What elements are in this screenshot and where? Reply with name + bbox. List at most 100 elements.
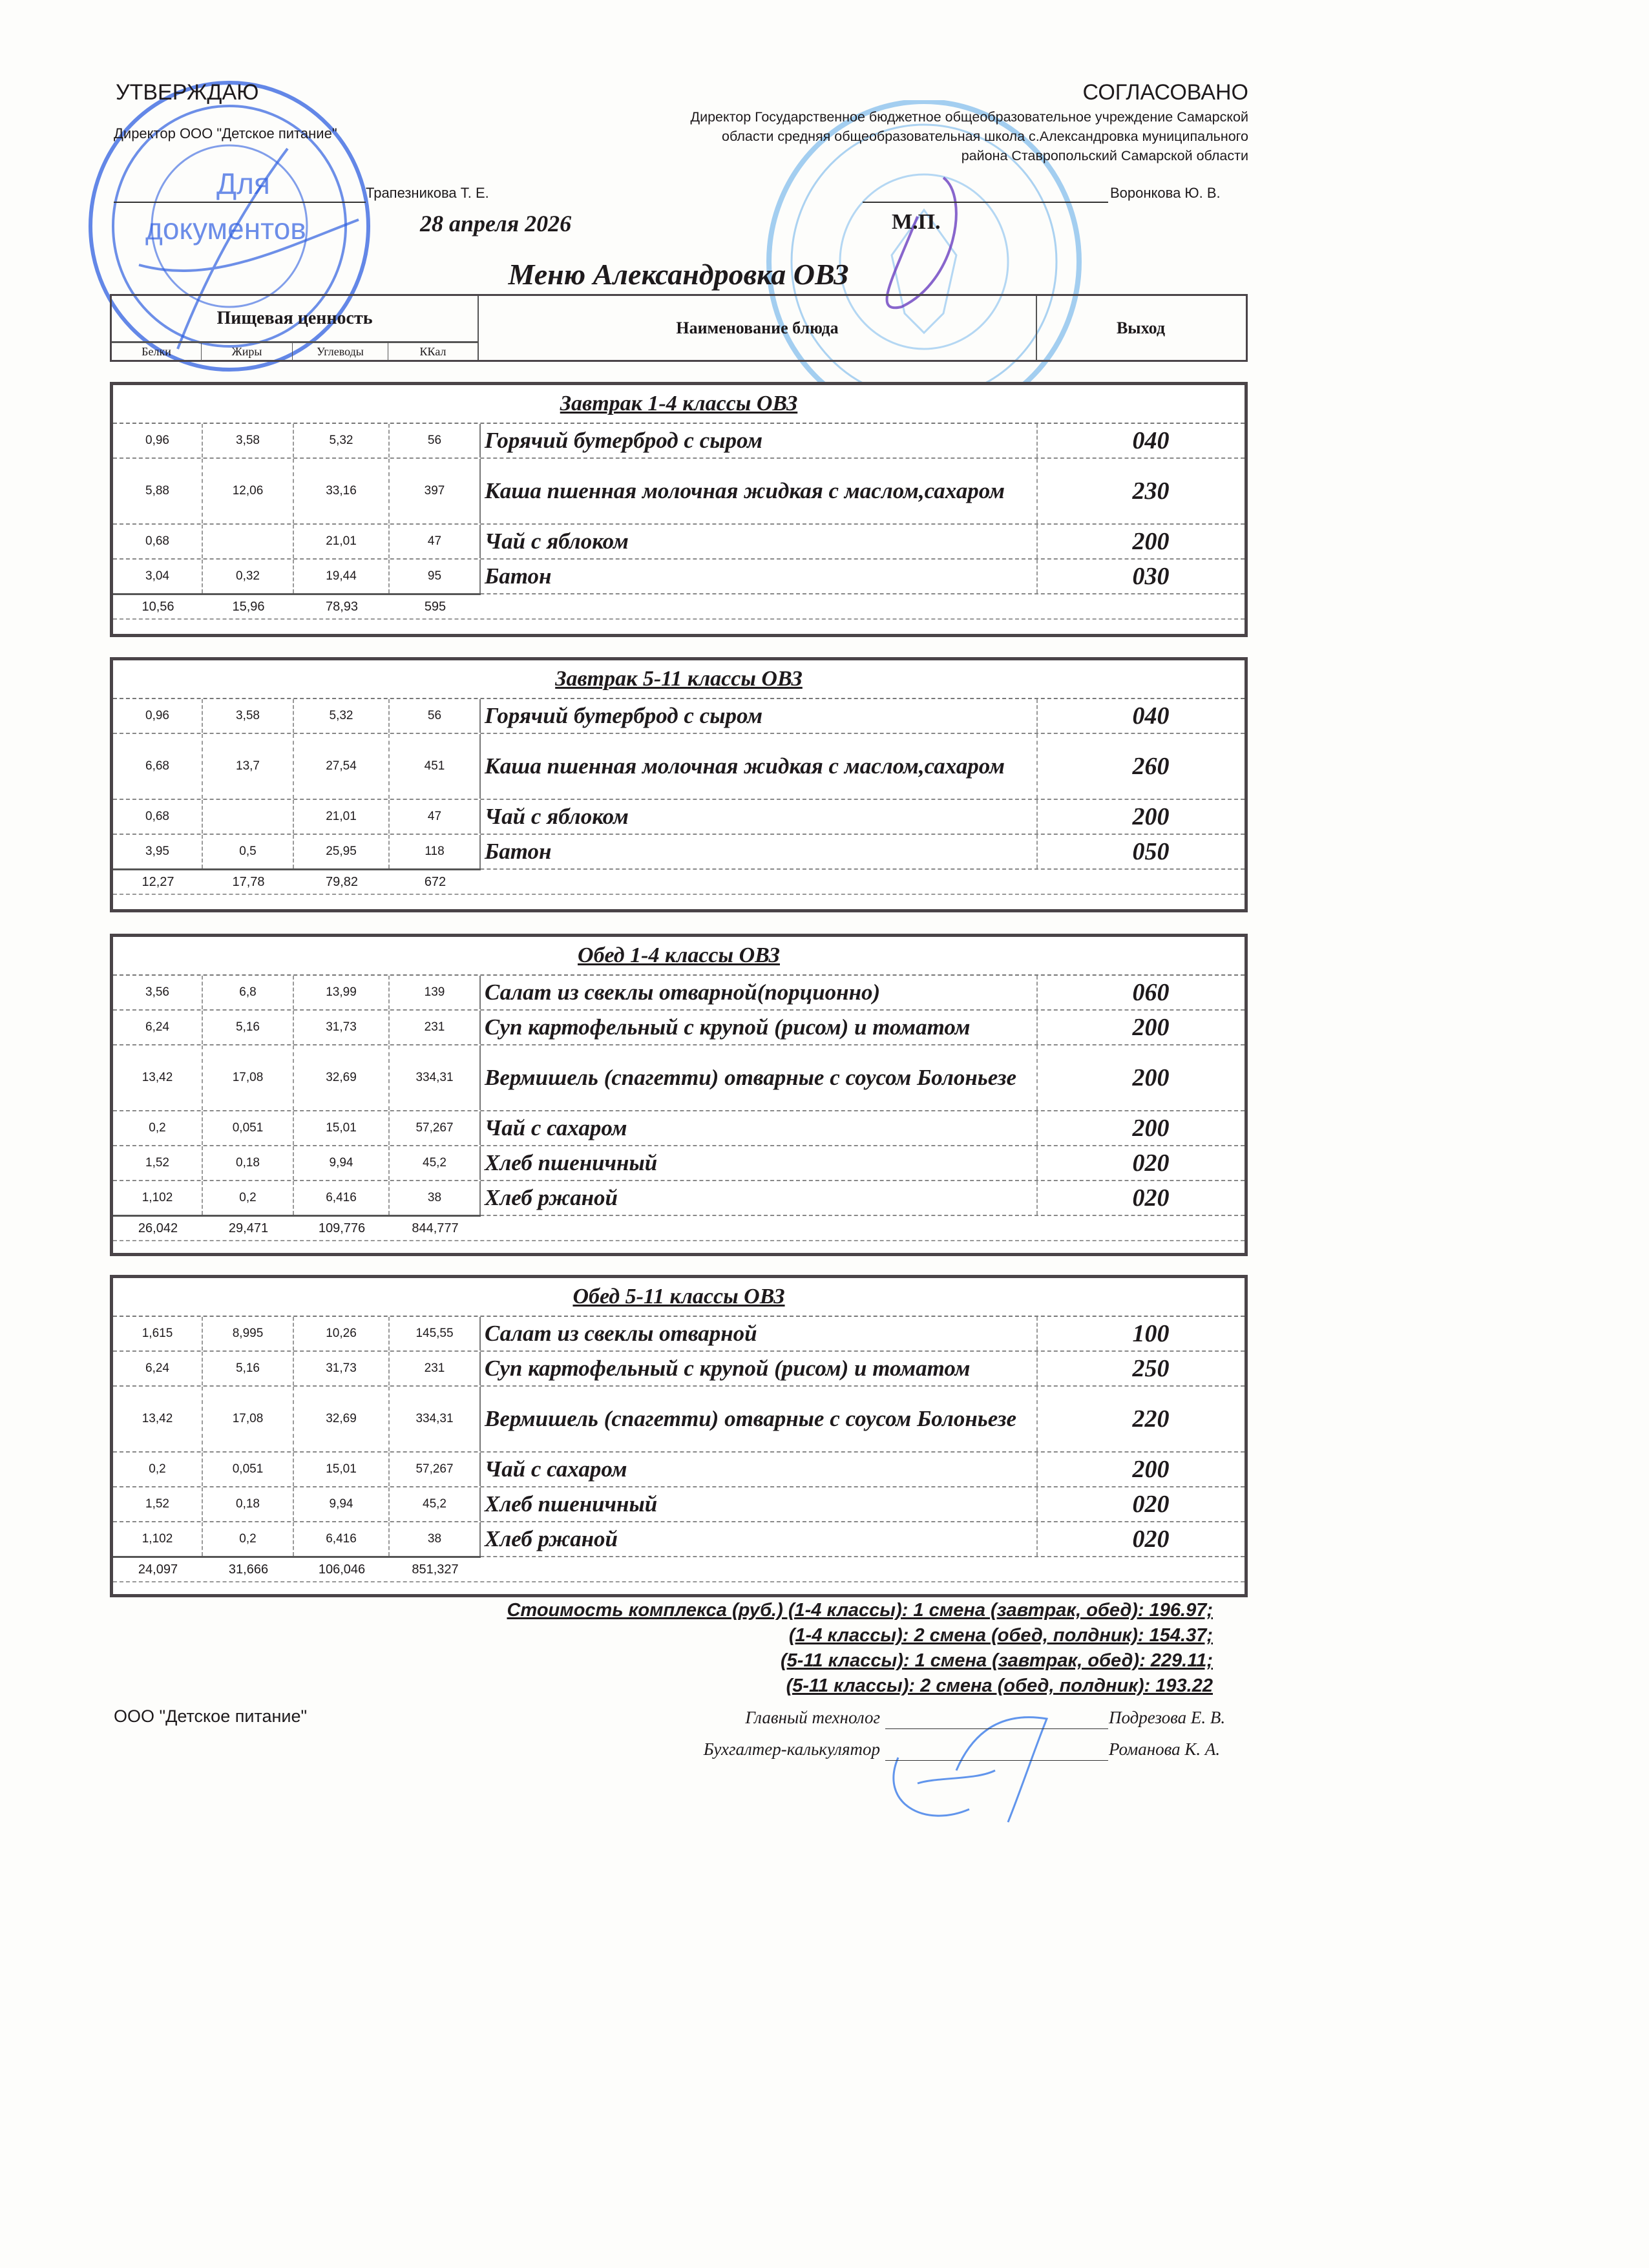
yield-cell: 100 (1132, 1320, 1170, 1347)
header-kcal: ККал (419, 344, 446, 358)
table-row: 1,102 0,2 6,416 38 Хлеб ржаной 020 (113, 1181, 1245, 1216)
table-row: 3,56 6,8 13,99 139 Салат из свеклы отварной(… (113, 976, 1245, 1011)
section-title-text: Завтрак 5-11 классы ОВЗ (555, 667, 803, 691)
carbs-cell: 32,69 (294, 1387, 390, 1451)
header-yield: Выход (1116, 318, 1166, 337)
technologist-label: Главный технолог (745, 1708, 880, 1727)
column-header-table: Пищевая ценность Белки Жиры Углеводы ККа… (110, 294, 1248, 362)
carbs-cell: 9,94 (294, 1146, 390, 1180)
table-row: 5,88 12,06 33,16 397 Каша пшенная молочная ж… (113, 459, 1245, 525)
table-row: 1,52 0,18 9,94 45,2 Хлеб пшеничный 020 (113, 1487, 1245, 1522)
fats-cell: 6,8 (203, 976, 294, 1009)
table-row: 6,24 5,16 31,73 231 Суп картофельный с крупо… (113, 1352, 1245, 1387)
carbs-cell: 21,01 (294, 525, 390, 558)
footer-organization: ООО "Детское питание" (114, 1706, 308, 1726)
dish-name-cell: Вермишель (спагетти) отварные с соусом Б… (481, 1387, 1038, 1451)
kcal-cell: 47 (390, 800, 481, 834)
total-carbs: 106,046 (318, 1562, 366, 1577)
fats-cell: 8,995 (203, 1317, 294, 1350)
carbs-cell: 13,99 (294, 976, 390, 1009)
table-row: 0,96 3,58 5,32 56 Горячий бутерброд с сыром 0… (113, 699, 1245, 734)
accountant-name: Романова К. А. (1109, 1739, 1221, 1759)
agree-heading: СОГЛАСОВАНО (1082, 80, 1248, 105)
proteins-cell: 3,04 (113, 560, 203, 593)
dish-name-cell: Хлеб ржаной (481, 1522, 1038, 1556)
fats-cell: 0,2 (203, 1522, 294, 1556)
proteins-cell: 0,2 (113, 1453, 203, 1486)
totals-divider (113, 593, 481, 595)
totals-divider (113, 1556, 481, 1558)
total-carbs: 109,776 (318, 1221, 366, 1235)
fats-cell: 3,58 (203, 699, 294, 733)
dish-name-cell: Батон (481, 560, 1038, 593)
kcal-cell: 334,31 (390, 1045, 481, 1110)
totals-divider (113, 868, 481, 870)
carbs-cell: 19,44 (294, 560, 390, 593)
proteins-cell: 3,56 (113, 976, 203, 1009)
dish-name-cell: Чай с сахаром (481, 1453, 1038, 1486)
yield-cell: 030 (1132, 563, 1170, 590)
agree-signature-line (863, 202, 1108, 203)
section-title: Обед 1-4 классы ОВЗ (113, 937, 1245, 976)
dish-name-cell: Каша пшенная молочная жидкая с маслом,са… (481, 459, 1038, 523)
total-kcal: 851,327 (412, 1562, 459, 1577)
svg-text:документов: документов (145, 212, 306, 246)
fats-cell: 0,5 (203, 835, 294, 868)
totals-row: 24,097 31,666 106,046 851,327 (113, 1558, 1245, 1581)
totals-row: 12,27 17,78 79,82 672 (113, 870, 1245, 894)
kcal-cell: 38 (390, 1181, 481, 1215)
fats-cell: 0,2 (203, 1181, 294, 1215)
approve-heading: УТВЕРЖДАЮ (116, 80, 259, 105)
section-title: Завтрак 1-4 классы ОВЗ (113, 385, 1245, 424)
dish-name-cell: Чай с яблоком (481, 800, 1038, 834)
yield-cell: 050 (1132, 838, 1170, 865)
yield-cell: 020 (1132, 1491, 1170, 1518)
kcal-cell: 95 (390, 560, 481, 593)
total-proteins: 26,042 (138, 1221, 178, 1235)
accountant-label: Бухгалтер-калькулятор (703, 1739, 880, 1759)
table-row: 3,04 0,32 19,44 95 Батон 030 (113, 560, 1245, 594)
yield-cell: 020 (1132, 1184, 1170, 1212)
total-carbs: 78,93 (325, 599, 359, 614)
total-fats: 15,96 (232, 599, 265, 614)
section-title-text: Обед 1-4 классы ОВЗ (578, 943, 780, 967)
proteins-cell: 0,68 (113, 525, 203, 558)
dish-name-cell: Горячий бутерброд с сыром (481, 424, 1038, 457)
table-row: 0,2 0,051 15,01 57,267 Чай с сахаром 200 (113, 1453, 1245, 1487)
yield-cell: 200 (1132, 528, 1170, 555)
yield-cell: 230 (1132, 478, 1170, 505)
kcal-cell: 451 (390, 734, 481, 799)
section-bottom-padding (113, 894, 1245, 909)
dish-name-cell: Каша пшенная молочная жидкая с маслом,са… (481, 734, 1038, 799)
technologist-name: Подрезова Е. В. (1109, 1708, 1226, 1727)
section-bottom-padding (113, 618, 1245, 634)
technologist-signature-line (885, 1728, 1108, 1729)
proteins-cell: 0,96 (113, 424, 203, 457)
total-carbs: 79,82 (325, 874, 359, 889)
carbs-cell: 33,16 (294, 459, 390, 523)
section-bottom-padding (113, 1581, 1245, 1594)
section-bottom-padding (113, 1240, 1245, 1253)
agree-position-line: Директор Государственное бюджетное общео… (690, 109, 1248, 125)
table-row: 1,102 0,2 6,416 38 Хлеб ржаной 020 (113, 1522, 1245, 1557)
table-row: 6,68 13,7 27,54 451 Каша пшенная молочная жи… (113, 734, 1245, 800)
yield-cell: 040 (1132, 702, 1170, 730)
section-title-text: Обед 5-11 классы ОВЗ (572, 1285, 785, 1308)
agree-position-line: области средняя общеобразовательная школ… (722, 129, 1248, 144)
carbs-cell: 15,01 (294, 1453, 390, 1486)
dish-name-cell: Салат из свеклы отварной(порционно) (481, 976, 1038, 1009)
page-title: Меню Александровка ОВЗ (508, 258, 849, 291)
total-proteins: 24,097 (138, 1562, 178, 1577)
dish-name-cell: Хлеб пшеничный (481, 1487, 1038, 1521)
dish-name-cell: Горячий бутерброд с сыром (481, 699, 1038, 733)
total-fats: 31,666 (228, 1562, 269, 1577)
kcal-cell: 118 (390, 835, 481, 868)
proteins-cell: 0,2 (113, 1111, 203, 1145)
dish-name-cell: Вермишель (спагетти) отварные с соусом Б… (481, 1045, 1038, 1110)
carbs-cell: 21,01 (294, 800, 390, 834)
kcal-cell: 45,2 (390, 1487, 481, 1521)
fats-cell: 17,08 (203, 1387, 294, 1451)
yield-cell: 200 (1132, 803, 1170, 830)
section-title: Обед 5-11 классы ОВЗ (113, 1278, 1245, 1317)
proteins-cell: 6,24 (113, 1352, 203, 1385)
